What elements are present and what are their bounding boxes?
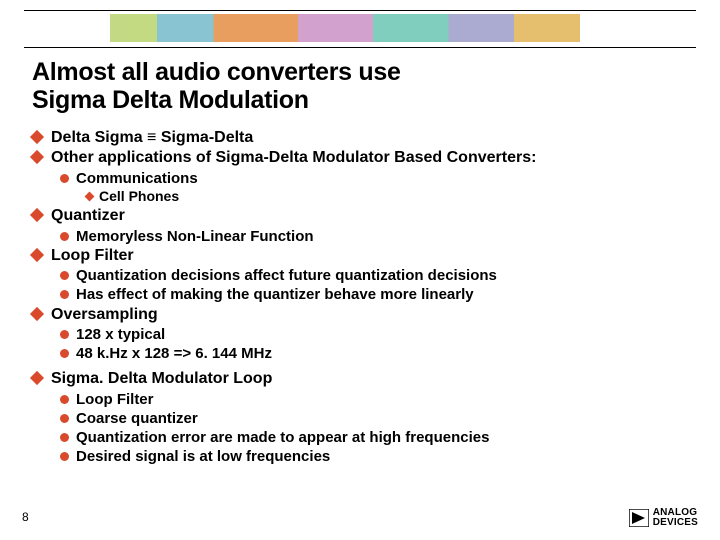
diamond-icon [30,248,44,262]
slide-title: Almost all audio converters use Sigma De… [32,58,692,114]
disc-icon [60,395,69,404]
bullet-text: Quantization decisions affect future qua… [76,266,497,285]
bullet-text: Quantization error are made to appear at… [76,428,489,447]
page-number: 8 [22,510,29,524]
bullet-text: Coarse quantizer [76,409,198,428]
disc-icon [60,232,69,241]
outline: Delta Sigma ≡ Sigma-Delta Other applicat… [32,128,692,467]
bullet-text: Other applications of Sigma-Delta Modula… [51,148,536,168]
slide-content: Almost all audio converters use Sigma De… [32,58,692,467]
diamond-icon [30,371,44,385]
rule-bottom [24,47,696,48]
disc-icon [60,433,69,442]
logo-line-2: DEVICES [653,518,698,528]
bullet-text: Sigma. Delta Modulator Loop [51,369,272,389]
disc-icon [60,414,69,423]
logo: ANALOG DEVICES [629,508,698,528]
disc-icon [60,330,69,339]
bullet-text: Loop Filter [76,390,154,409]
rule-top [24,10,696,11]
title-line-2: Sigma Delta Modulation [32,86,692,114]
bullet-text: Communications [76,169,198,188]
disc-icon [60,452,69,461]
diamond-icon [85,192,95,202]
bullet-text: Loop Filter [51,246,134,266]
title-line-1: Almost all audio converters use [32,58,692,86]
diamond-icon [30,150,44,164]
logo-text: ANALOG DEVICES [653,508,698,528]
diamond-icon [30,306,44,320]
bullet-text: Delta Sigma ≡ Sigma-Delta [51,128,253,148]
disc-icon [60,271,69,280]
disc-icon [60,174,69,183]
bullet-text: 128 x typical [76,325,165,344]
bullet-text: Cell Phones [99,188,179,206]
diamond-icon [30,130,44,144]
logo-icon [629,509,649,527]
bullet-text: Has effect of making the quantizer behav… [76,285,474,304]
bullet-text: Memoryless Non-Linear Function [76,227,314,246]
bullet-text: Quantizer [51,206,125,226]
disc-icon [60,349,69,358]
header-band [110,14,580,42]
bullet-text: Desired signal is at low frequencies [76,447,330,466]
disc-icon [60,290,69,299]
bullet-text: 48 k.Hz x 128 => 6. 144 MHz [76,344,272,363]
bullet-text: Oversampling [51,305,158,325]
diamond-icon [30,208,44,222]
